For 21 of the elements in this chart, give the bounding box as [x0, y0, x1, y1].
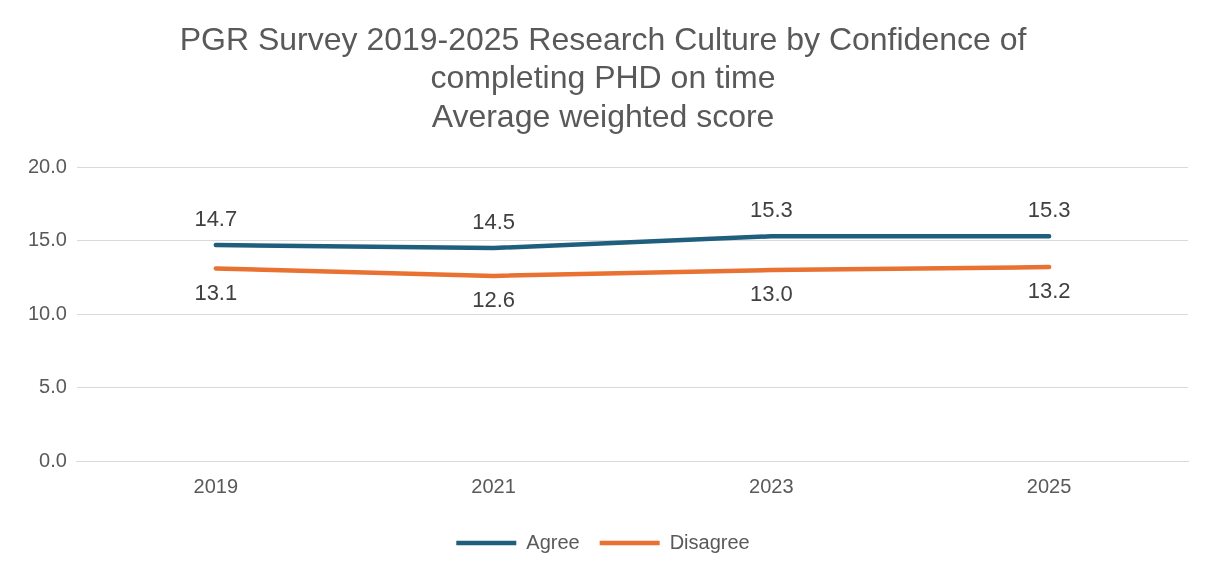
- y-tick-label: 15.0: [27, 228, 67, 251]
- data-label: 12.6: [472, 286, 515, 312]
- x-tick-label: 2021: [471, 474, 516, 497]
- x-tick-label: 2019: [193, 474, 239, 497]
- chart-title: PGR Survey 2019-2025 Research Culture by Confidence of completing PHD on time: [179, 21, 1027, 96]
- chart-subtitle: Average weighted score: [431, 97, 775, 134]
- legend-label: Agree: [526, 530, 580, 553]
- y-tick-label: 20.0: [27, 154, 67, 177]
- y-tick-label: 0.0: [39, 448, 67, 471]
- data-label: 13.0: [749, 281, 793, 307]
- data-label: 14.7: [194, 206, 238, 232]
- y-tick-label: 10.0: [27, 301, 67, 324]
- y-tick-label: 5.0: [39, 375, 67, 398]
- data-label: 15.3: [1027, 197, 1071, 223]
- x-tick-label: 2025: [1026, 474, 1072, 497]
- data-label: 15.3: [749, 197, 793, 223]
- data-label: 13.2: [1027, 278, 1071, 304]
- legend-label: Disagree: [669, 530, 750, 553]
- x-tick-label: 2023: [749, 474, 794, 497]
- data-label: 14.5: [472, 209, 515, 235]
- data-label: 13.1: [194, 279, 238, 305]
